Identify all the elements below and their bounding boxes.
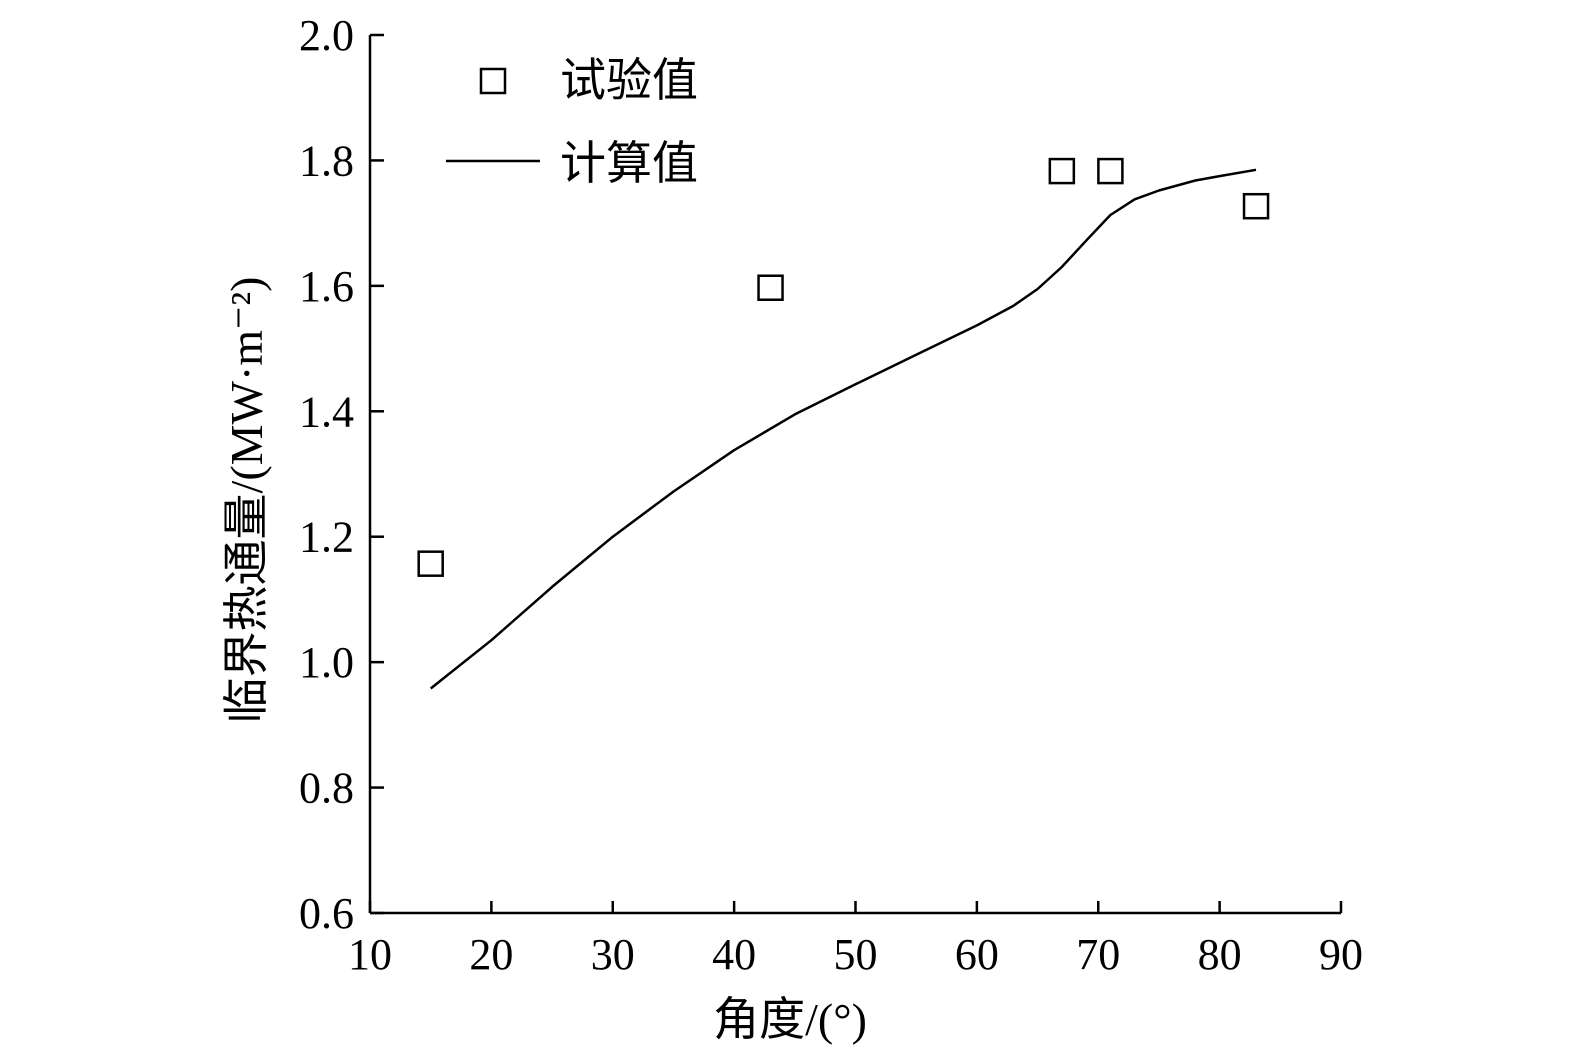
experimental-point [1242,192,1270,220]
x-ticks: 10 20 30 40 50 60 70 80 90 [348,901,1363,979]
legend-label-calculated: 计算值 [560,138,698,189]
experimental-point [757,274,784,301]
experimental-point [417,550,444,577]
y-tick-label: 1.6 [299,262,354,311]
legend: 试验值 计算值 [446,55,698,189]
plot-area [417,157,1270,690]
y-tick-label: 1.0 [299,638,354,687]
x-tick-label: 60 [955,930,999,979]
y-ticks: 0.6 0.8 1.0 1.2 1.4 1.6 1.8 2.0 [299,11,384,938]
y-tick-label: 0.6 [299,889,354,938]
x-tick-label: 10 [348,930,392,979]
legend-label-experimental: 试验值 [560,55,698,106]
experimental-point [1048,157,1076,185]
y-axis-title: 临界热通量/(MW·m⁻²) [221,277,272,724]
x-tick-label: 80 [1198,930,1242,979]
x-tick-label: 50 [834,930,878,979]
legend-marker-experimental [479,67,507,95]
x-tick-label: 90 [1319,930,1363,979]
calculated-line [429,168,1257,690]
x-tick-label: 30 [591,930,635,979]
x-tick-label: 20 [469,930,513,979]
y-tick-label: 0.8 [299,764,354,813]
y-tick-label: 2.0 [299,11,354,60]
experimental-point [1097,157,1124,185]
y-tick-label: 1.8 [299,136,354,185]
x-axis-title: 角度/(°) [713,994,867,1045]
y-tick-label: 1.4 [299,387,354,436]
axes [368,35,1341,915]
x-tick-label: 40 [712,930,756,979]
y-tick-label: 1.2 [299,513,354,562]
x-tick-label: 70 [1076,930,1120,979]
